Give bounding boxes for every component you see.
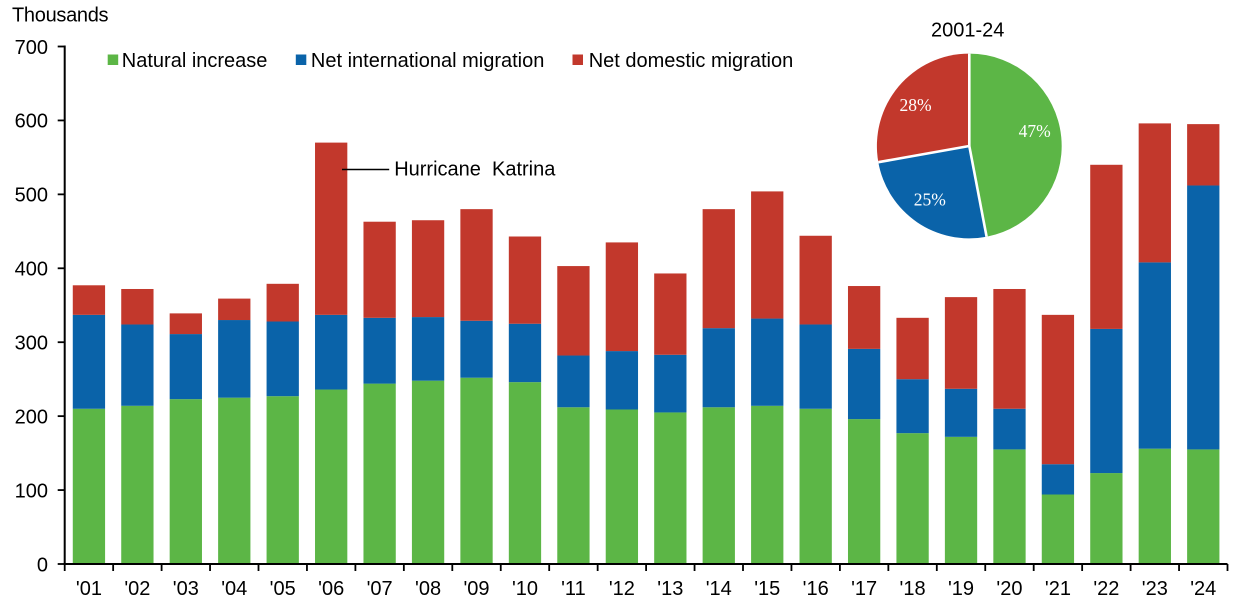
svg-text:Net domestic migration: Net domestic migration — [589, 50, 794, 72]
svg-text:'04: '04 — [221, 578, 247, 600]
svg-text:Net international migration: Net international migration — [311, 50, 544, 72]
svg-text:'01: '01 — [76, 578, 102, 600]
svg-text:'09: '09 — [463, 578, 489, 600]
svg-text:'08: '08 — [415, 578, 441, 600]
svg-text:'14: '14 — [706, 578, 732, 600]
svg-text:0: 0 — [37, 554, 48, 576]
svg-text:400: 400 — [15, 259, 48, 281]
svg-text:'05: '05 — [270, 578, 296, 600]
svg-text:'22: '22 — [1093, 578, 1119, 600]
svg-text:Natural increase: Natural increase — [122, 50, 268, 72]
svg-text:'16: '16 — [803, 578, 829, 600]
svg-text:'11: '11 — [561, 578, 586, 600]
svg-text:500: 500 — [15, 185, 48, 207]
svg-text:Hurricane Katrina: Hurricane Katrina — [394, 159, 556, 181]
svg-text:300: 300 — [15, 333, 48, 355]
svg-text:'15: '15 — [754, 578, 780, 600]
svg-text:200: 200 — [15, 406, 48, 428]
svg-text:'02: '02 — [124, 578, 150, 600]
svg-text:25%: 25% — [914, 190, 946, 210]
svg-text:'13: '13 — [657, 578, 683, 600]
svg-text:'06: '06 — [318, 578, 344, 600]
svg-text:2001-24: 2001-24 — [931, 20, 1004, 42]
svg-text:'19: '19 — [948, 578, 974, 600]
svg-text:'12: '12 — [609, 578, 635, 600]
svg-text:'17: '17 — [851, 578, 877, 600]
svg-text:'20: '20 — [996, 578, 1022, 600]
svg-text:100: 100 — [15, 480, 48, 502]
svg-text:'23: '23 — [1142, 578, 1168, 600]
svg-text:'03: '03 — [173, 578, 199, 600]
svg-text:28%: 28% — [900, 95, 932, 115]
svg-text:700: 700 — [15, 37, 48, 59]
svg-text:Thousands: Thousands — [12, 5, 109, 27]
svg-text:'10: '10 — [512, 578, 538, 600]
svg-text:'18: '18 — [900, 578, 926, 600]
svg-text:47%: 47% — [1019, 121, 1051, 141]
svg-text:'07: '07 — [367, 578, 393, 600]
svg-text:'21: '21 — [1045, 578, 1071, 600]
svg-text:'24: '24 — [1190, 578, 1216, 600]
svg-text:600: 600 — [15, 111, 48, 133]
